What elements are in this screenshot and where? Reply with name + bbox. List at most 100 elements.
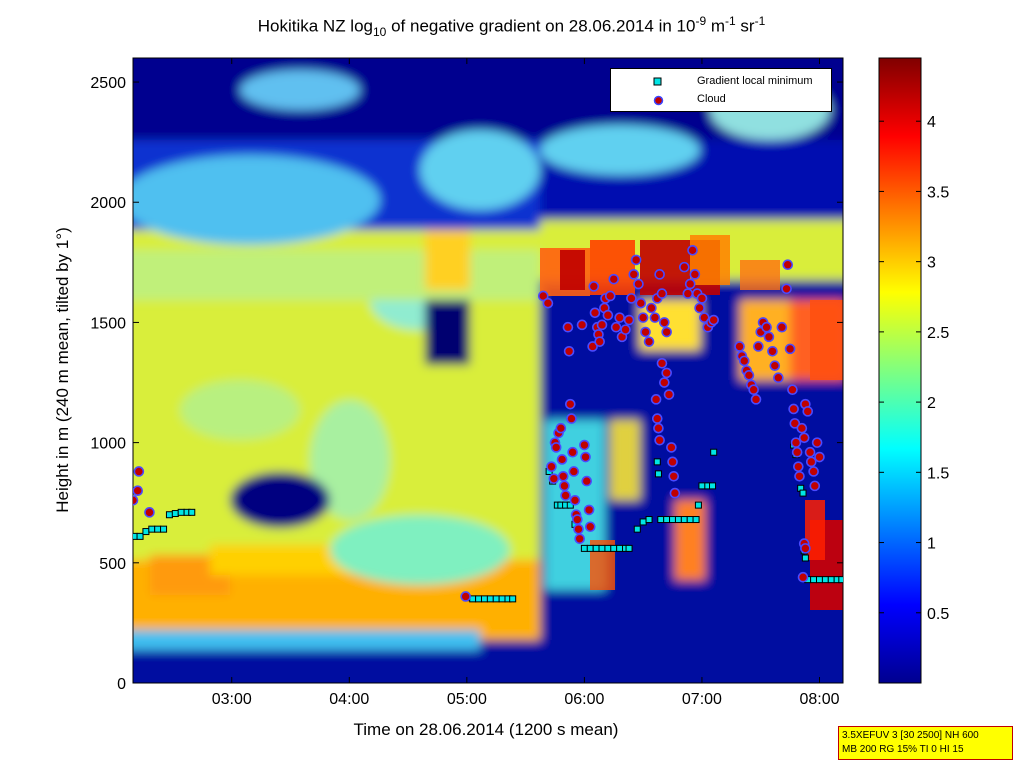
y-tick-label: 1500	[90, 315, 126, 332]
cloud-point	[805, 456, 817, 468]
cloud-point	[587, 341, 598, 352]
cloud-point	[562, 321, 574, 333]
colorbar-tick-label: 1.5	[927, 465, 949, 482]
gradient-minimum-point	[616, 544, 624, 552]
cloud-point	[679, 261, 690, 273]
cloud-point	[574, 533, 585, 545]
cloud-point	[694, 302, 705, 314]
cloud-point	[133, 485, 144, 496]
legend-item-gradient-minimum: Gradient local minimum	[611, 74, 831, 90]
gradient-minimum-point	[154, 525, 162, 533]
cloud-point	[589, 307, 601, 319]
legend-label: Cloud	[697, 93, 726, 105]
cloud-point	[782, 259, 794, 271]
gradient-minimum-point	[645, 516, 653, 524]
cloud-point	[689, 269, 701, 280]
cloud-point	[640, 326, 651, 338]
gradient-minimum-point	[133, 532, 138, 540]
gradient-minimum-point	[492, 595, 500, 603]
cloud-point	[637, 312, 649, 323]
cloud-point	[797, 571, 809, 583]
gradient-minimum-point	[586, 544, 594, 552]
cloud-point	[793, 461, 804, 472]
cloud-point	[626, 293, 637, 304]
cloud-point	[542, 297, 554, 309]
cloud-point	[767, 345, 778, 357]
gradient-minimum-point	[810, 576, 818, 584]
y-tick-label: 2000	[90, 195, 126, 212]
cloud-point	[555, 422, 567, 434]
colorbar-tick-label: 1	[927, 536, 936, 553]
cloud-point	[630, 254, 642, 266]
gradient-minimum-point	[148, 525, 156, 533]
gradient-minimum-point	[639, 518, 647, 526]
gradient-minimum-point	[669, 516, 677, 524]
cloud-point	[708, 314, 719, 326]
gradient-minimum-point	[801, 554, 809, 562]
gradient-minimum-point	[654, 470, 662, 478]
info-line: MB 200 RG 15% TI 0 HI 15	[842, 744, 964, 755]
cloud-point	[610, 321, 622, 333]
cloud-point	[579, 439, 590, 451]
cloud-point	[649, 312, 661, 323]
cloud-point	[633, 278, 644, 290]
cloud-point	[566, 413, 577, 424]
cloud-point	[761, 321, 772, 333]
axes: 03:00 04:00 05:00 06:00 07:00 08:00 0 500 1000 15…	[90, 58, 843, 708]
gradient-minimum-point	[838, 576, 843, 584]
gradient-minimum-point	[694, 501, 702, 509]
cloud-point	[734, 341, 745, 352]
cloud-point	[788, 403, 799, 415]
cloud-point	[557, 470, 569, 482]
gradient-minimum-point	[710, 448, 718, 456]
y-tick-label: 2500	[90, 75, 126, 92]
gradient-minimum-point	[136, 532, 144, 540]
cloud-point	[559, 480, 570, 492]
cloud-point	[769, 360, 781, 371]
cloud-point	[698, 312, 710, 323]
gradient-minimum-point	[160, 525, 168, 533]
cloud-point	[564, 398, 576, 410]
cloud-point	[548, 473, 560, 484]
settings-info-box: 3.5XEFUV 3 [30 2500] NH 600 MB 200 RG 15…	[838, 726, 1013, 760]
cloud-point	[654, 434, 665, 446]
cloud-point	[773, 372, 784, 384]
x-axis-label: Time on 28.06.2014 (1200 s mean)	[354, 720, 619, 739]
cloud-point	[628, 269, 640, 280]
cloud-point	[568, 466, 580, 477]
cloud-point	[661, 367, 672, 379]
cloud-point	[776, 321, 788, 333]
colorbar-tick-label: 3	[927, 255, 936, 272]
cloud-point	[646, 302, 657, 314]
cloud-point	[794, 470, 805, 482]
cloud-point	[696, 293, 708, 304]
cloud-point	[796, 422, 808, 434]
cloud-point	[556, 454, 568, 465]
cloud-point	[811, 437, 823, 448]
legend-item-cloud: Cloud	[611, 92, 831, 108]
cloud-point	[643, 336, 655, 347]
y-tick-label: 500	[99, 556, 126, 573]
cloud-point	[583, 504, 595, 516]
cloud-point	[814, 451, 825, 463]
cloud-point	[663, 389, 675, 400]
x-tick-label: 07:00	[682, 691, 722, 708]
gradient-minimum-point	[498, 595, 506, 603]
cloud-point	[651, 413, 663, 424]
colorbar-ticks: 0.5 1 1.5 2 2.5 3 3.5 4	[879, 114, 949, 623]
cloud-point	[667, 456, 678, 468]
colorbar	[878, 57, 922, 684]
cloud-point	[608, 273, 620, 285]
gradient-minimum-point	[653, 458, 661, 466]
cloud-point	[567, 446, 578, 458]
legend: Gradient local minimum Cloud	[610, 68, 832, 112]
x-tick-label: 08:00	[799, 691, 839, 708]
x-tick-label: 03:00	[212, 691, 252, 708]
gradient-minimum-point	[663, 516, 671, 524]
gradient-minimum-point	[674, 516, 682, 524]
gradient-minimum-point	[680, 516, 688, 524]
gradient-minimum-point	[657, 516, 665, 524]
cloud-point	[623, 314, 635, 326]
x-tick-label: 04:00	[329, 691, 369, 708]
